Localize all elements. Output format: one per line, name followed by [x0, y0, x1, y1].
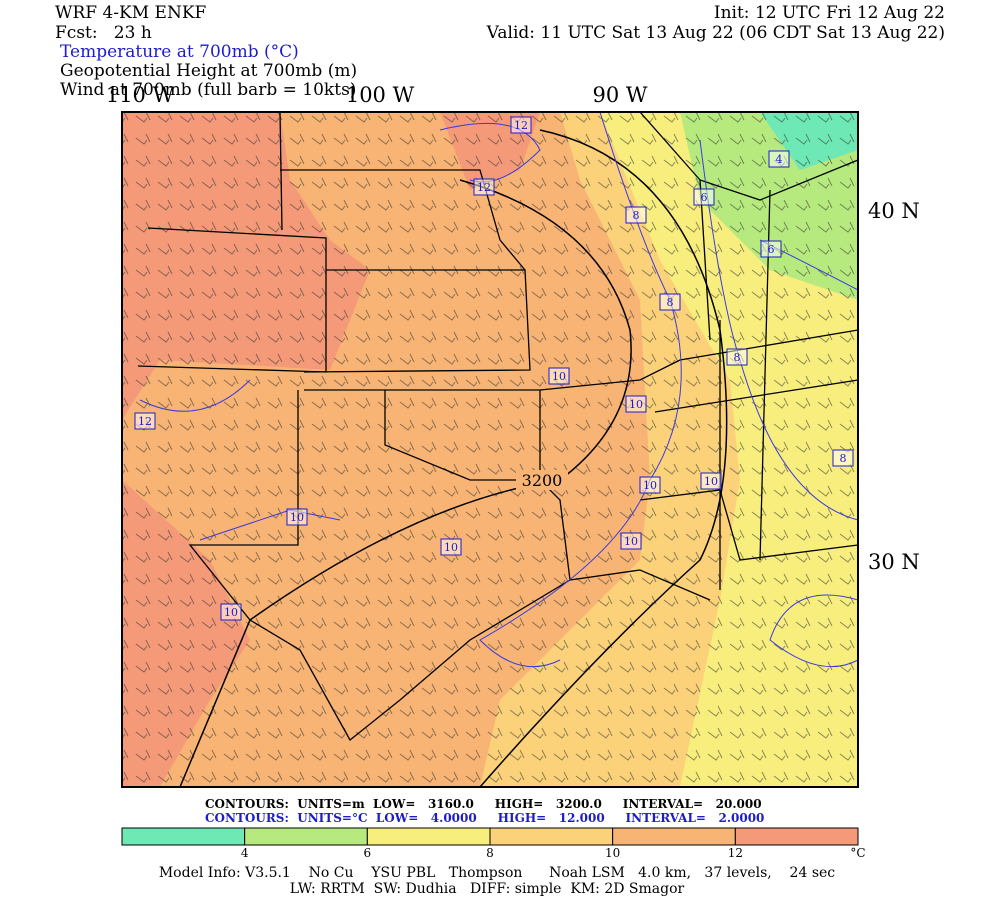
colorbar-segment — [366, 827, 491, 846]
temp-label: 10 — [444, 541, 458, 554]
label-box — [440, 538, 462, 556]
temp-label: 8 — [840, 452, 847, 465]
label-box — [768, 150, 790, 168]
label-box — [832, 449, 854, 467]
temp-label: 8 — [667, 296, 674, 309]
temp-label: 10 — [704, 475, 718, 488]
temp-label: 10 — [224, 606, 238, 619]
label-box — [516, 470, 568, 490]
label-box — [639, 476, 661, 494]
temp-label: 10 — [552, 370, 566, 383]
label-box — [286, 508, 308, 526]
label-box — [659, 293, 681, 311]
colorbar: 4 6 8 10 12 °C — [121, 827, 866, 860]
map-frame — [121, 111, 859, 788]
init-time: Init: 12 UTC Fri 12 Aug 22 — [714, 3, 945, 23]
temp-label: 6 — [768, 243, 775, 256]
field: Temperature at 700mb (°C) — [60, 42, 299, 62]
colorbar-unit: °C — [850, 846, 865, 860]
wind-barbs — [122, 112, 858, 787]
colorbar-segment — [121, 827, 246, 846]
temp-label: 4 — [776, 153, 783, 166]
label-box — [625, 206, 647, 224]
temp-label: 6 — [701, 191, 708, 204]
temp-contour-info: CONTOURS: UNITS=°C LOW= 4.0000 HIGH= 12.… — [205, 811, 764, 825]
lat-label: 30 N — [868, 550, 920, 574]
header: WRF 4-KM ENKF Fcst: 23 h Init: 12 UTC Fr… — [55, 3, 945, 100]
model: WRF 4-KM ENKF — [55, 3, 207, 23]
colorbar-label: 12 — [728, 846, 743, 860]
footer: CONTOURS: UNITS=m LOW= 3160.0 HIGH= 3200… — [121, 797, 866, 897]
height-label: 3200 — [522, 471, 563, 490]
forecast-hour: Fcst: 23 h — [55, 23, 152, 43]
label-box — [548, 367, 570, 385]
colorbar-label: 8 — [486, 846, 494, 860]
label-box — [134, 412, 156, 430]
temp-label: 10 — [629, 398, 643, 411]
label-box — [473, 178, 495, 196]
lat-label: 40 N — [868, 199, 920, 223]
temp-label: 10 — [624, 535, 638, 548]
colorbar-segment — [612, 827, 736, 846]
model-info: Model Info: V3.5.1 No Cu YSU PBL Thompso… — [159, 865, 835, 881]
temp-label: 12 — [514, 119, 528, 132]
label-box — [220, 603, 242, 621]
temp-label: 12 — [477, 181, 491, 194]
label-box — [693, 188, 715, 206]
colorbar-segment — [244, 827, 368, 846]
temp-label: 12 — [138, 415, 152, 428]
colorbar-segment — [489, 827, 614, 846]
temp-label: 8 — [633, 209, 640, 222]
temp-label: 8 — [734, 351, 741, 364]
field: Wind at 700mb (full barb = 10kts) — [60, 80, 356, 100]
valid-time: Valid: 11 UTC Sat 13 Aug 22 (06 CDT Sat … — [486, 23, 945, 43]
label-box — [700, 472, 722, 490]
state-borders — [137, 111, 859, 741]
lon-label: 110 W — [106, 83, 175, 107]
model-info: LW: RRTM SW: Dudhia DIFF: simple KM: 2D … — [290, 881, 685, 897]
label-box — [760, 240, 782, 258]
label-box — [726, 348, 748, 366]
field: Geopotential Height at 700mb (m) — [60, 61, 357, 81]
label-box — [620, 532, 642, 550]
lon-label: 90 W — [593, 83, 648, 107]
height-contour-info: CONTOURS: UNITS=m LOW= 3160.0 HIGH= 3200… — [205, 797, 762, 811]
colorbar-segment — [734, 827, 859, 846]
contour-labels: 12 12 8 6 4 6 8 8 10 10 12 8 3200 10 10 10 10 10 10 — [134, 116, 854, 621]
colorbar-label: 4 — [241, 846, 249, 860]
height-contours — [179, 129, 728, 788]
lon-label: 100 W — [346, 83, 415, 107]
temp-label: 10 — [643, 479, 657, 492]
label-box — [510, 116, 532, 134]
colorbar-label: 10 — [605, 846, 620, 860]
colorbar-label: 6 — [364, 846, 372, 860]
label-box — [625, 395, 647, 413]
temp-label: 10 — [290, 511, 304, 524]
